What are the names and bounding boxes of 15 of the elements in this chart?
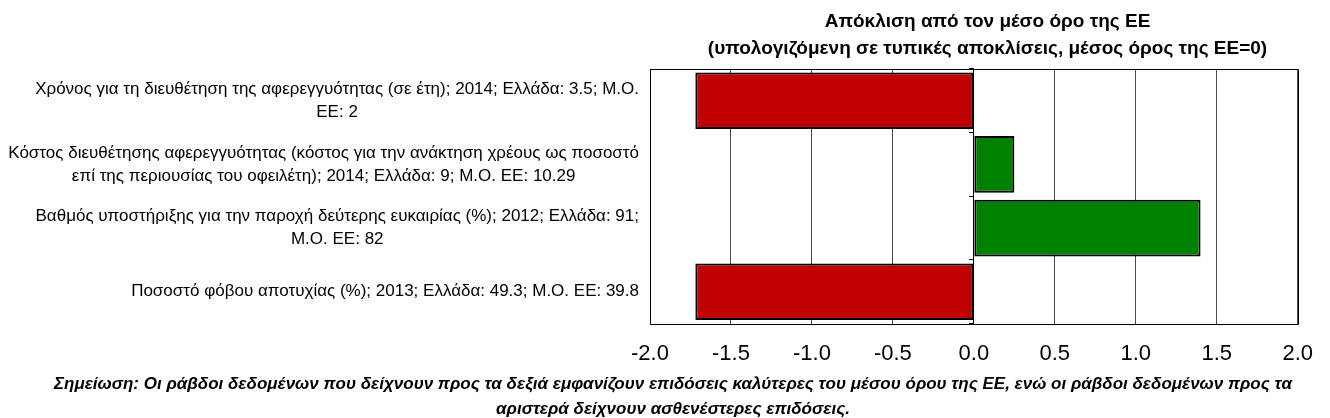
y-tick-label: Βαθμός υποστήριξης για την παροχή δεύτερης ευκαιρίας (%); 2012; Ελλάδα: 91; Μ.Ο. ΕΕ: 82: [35, 206, 639, 249]
x-tick-label: 1.0: [1120, 339, 1152, 365]
chart-title: Απόκλιση από τον μέσο όρο της ΕΕ (υπολογιζόμενη σε τυπικές αποκλίσεις, μέσος όρος της ΕΕ=0): [707, 9, 1268, 59]
x-tick-label: 0.5: [1039, 339, 1071, 365]
y-tick-label: Ποσοστό φόβου αποτυχίας (%); 2013; Ελλάδα: 49.3; Μ.Ο. ΕΕ: 39.8: [131, 281, 639, 301]
x-tick-label: -1.0: [792, 339, 831, 365]
y-tick-label: Χρόνος για τη διευθέτηση της αφερεγγυότητας (σε έτη); 2014; Ελλάδα: 3.5; Μ.Ο. ΕΕ: 2: [35, 78, 639, 121]
x-tick-label: 2.0: [1282, 339, 1314, 365]
text: Σημείωση: Οι ράβδοι δεδομένων που δείχνουν προς τα δεξιά εμφανίζουν επιδόσεις καλύτερες του μέσου όρου της ΕΕ, ενώ οι ράβδοι δεδομένων προς τα αριστερά δείχνουν ασθενέστερες επιδόσεις.: [52, 373, 1294, 418]
x-tick-label: -2.0: [631, 339, 669, 365]
x-tick-label: 1.5: [1201, 339, 1233, 365]
x-tick-label: -1.5: [712, 339, 750, 365]
x-tick-label: -0.5: [873, 339, 912, 365]
x-tick-label: 0.0: [958, 339, 990, 365]
y-tick-label: Κόστος διευθέτησης αφερεγγυότητας (κόστος για την ανάκτηση χρέους ως ποσοστό επί της περιουσίας του οφειλέτη); 2014; Ελλάδα: 9; Μ.Ο. ΕΕ: 10.29: [8, 142, 639, 185]
